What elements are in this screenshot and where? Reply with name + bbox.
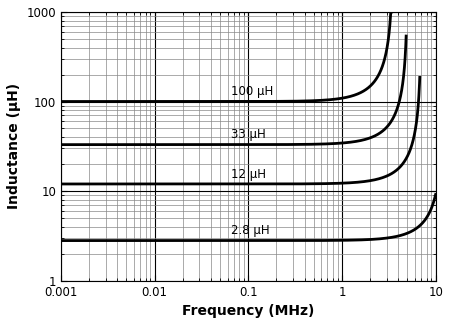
Text: 100 μH: 100 μH [231, 85, 273, 98]
Text: 2.8 μH: 2.8 μH [231, 224, 270, 237]
X-axis label: Frequency (MHz): Frequency (MHz) [182, 304, 315, 318]
Text: 12 μH: 12 μH [231, 167, 266, 180]
Y-axis label: Inductance (μH): Inductance (μH) [7, 83, 21, 209]
Text: 33 μH: 33 μH [231, 128, 266, 141]
